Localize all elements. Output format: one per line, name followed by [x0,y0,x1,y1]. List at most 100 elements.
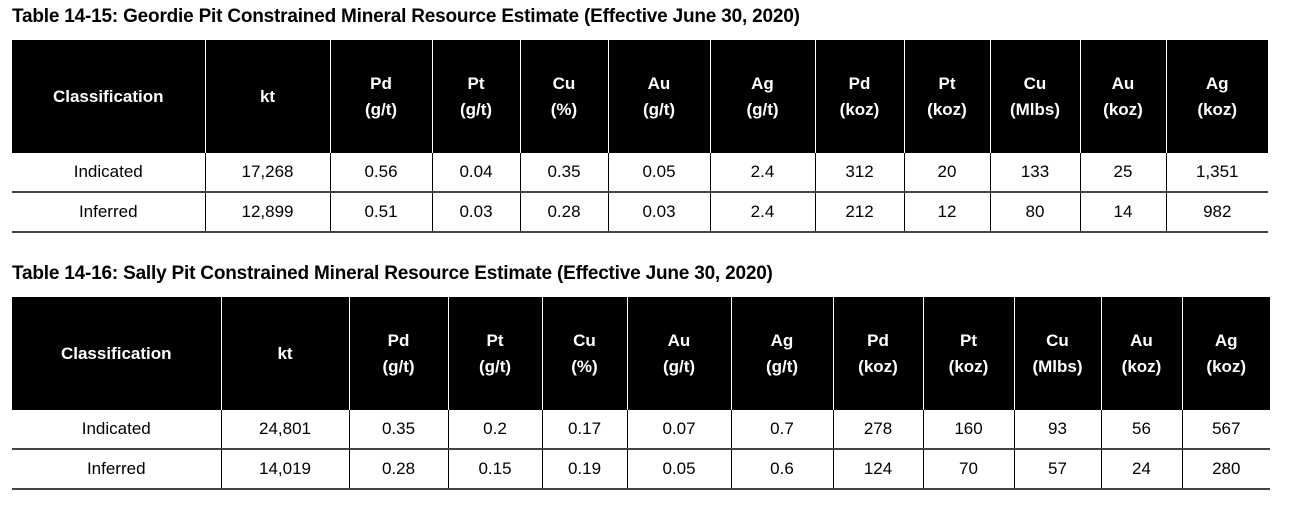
header-row: Classification kt Pd (g/t) Pt (g/t) Cu (%) Au (g/… [12,297,1270,410]
value-cell: 312 [814,153,904,193]
value-cell: 93 [1013,410,1101,450]
column-header-line: Au [1111,73,1135,93]
column-header: Au (koz) [1100,297,1182,410]
table-title-geordie: Table 14-15: Geordie Pit Constrained Min… [12,6,800,27]
column-header-line: (%) [571,356,598,376]
value-cell: 56 [1100,410,1182,450]
value-cell: 0.51 [329,192,432,233]
column-header-line: Cu [1046,330,1069,350]
column-header-line: (Mlbs) [1009,99,1061,119]
column-header-line: Au [667,330,691,350]
column-header-line: (g/t) [478,356,512,376]
value-cell: 1,351 [1165,153,1268,193]
column-header: Au (koz) [1079,40,1166,153]
column-header-line: (koz) [948,356,989,376]
column-header-line: Pd [867,330,889,350]
table-row: Indicated 17,268 0.56 0.04 0.35 0.05 2.4 312 20 1… [12,153,1268,193]
value-cell: 12,899 [204,192,330,233]
column-header-line: Pt [467,73,485,93]
column-header: Pd (g/t) [348,297,448,410]
value-cell: 14,019 [220,449,349,490]
value-cell: 0.03 [607,192,710,233]
column-header: Pt (g/t) [447,297,542,410]
column-header-line: Ag [770,330,794,350]
column-header: Ag (g/t) [709,40,815,153]
column-header-line: Ag [751,73,774,93]
value-cell: 0.6 [730,449,833,490]
value-cell: 133 [989,153,1080,193]
value-cell: 25 [1079,153,1166,193]
column-header-line: Pd [387,330,410,350]
column-header: Ag (koz) [1181,297,1270,410]
column-header: kt [204,40,330,153]
column-header-line: Ag [1214,330,1238,350]
table-title-sally: Table 14-16: Sally Pit Constrained Miner… [12,263,773,284]
value-cell: 0.04 [431,153,520,193]
value-cell: 0.56 [329,153,432,193]
column-header-line: (g/t) [382,356,415,376]
column-header-line: Pt [938,73,956,93]
value-cell: 0.03 [431,192,520,233]
value-cell: 2.4 [709,192,815,233]
value-cell: 0.35 [519,153,608,193]
column-header-line: Au [647,73,671,93]
value-cell: 124 [832,449,923,490]
column-header-line: Pd [848,73,871,93]
value-cell: 280 [1181,449,1270,490]
column-header-line: (g/t) [765,356,799,376]
column-header: Cu (Mlbs) [989,40,1080,153]
column-header-line: (g/t) [662,356,696,376]
column-header: Pd (g/t) [329,40,432,153]
column-header-line: Cu [1023,73,1047,93]
value-cell: 0.28 [348,449,448,490]
classification-cell: Inferred [12,449,221,490]
column-header: Ag (koz) [1165,40,1268,153]
column-header: Ag (g/t) [730,297,833,410]
value-cell: 160 [922,410,1014,450]
classification-cell: Indicated [12,153,205,193]
column-header-line: (Mlbs) [1032,356,1083,376]
column-header: Cu (%) [541,297,627,410]
column-header: Pt (koz) [922,297,1014,410]
column-header-line: Classification [52,86,164,106]
column-header-line: Pt [960,330,977,350]
value-cell: 0.7 [730,410,833,450]
column-header: Classification [12,297,221,410]
sally-resource-table: Classification kt Pd (g/t) Pt (g/t) Cu (%) Au (g/… [12,297,1270,490]
value-cell: 20 [903,153,990,193]
value-cell: 24 [1100,449,1182,490]
column-header-line: (koz) [1121,356,1162,376]
column-header-line: (koz) [1197,99,1238,119]
column-header-line: Au [1130,330,1153,350]
value-cell: 70 [922,449,1014,490]
column-header: Au (g/t) [607,40,710,153]
value-cell: 80 [989,192,1080,233]
column-header: Pt (g/t) [431,40,520,153]
value-cell: 0.2 [447,410,542,450]
column-header: Au (g/t) [626,297,731,410]
value-cell: 0.07 [626,410,731,450]
column-header: Cu (Mlbs) [1013,297,1101,410]
geordie-resource-table: Classification kt Pd (g/t) Pt (g/t) Cu (%) Au (g/… [12,40,1268,233]
header-row: Classification kt Pd (g/t) Pt (g/t) Cu (%) Au (g/… [12,40,1268,153]
column-header-line: (koz) [1103,99,1143,119]
column-header-line: (%) [550,99,578,119]
column-header-line: kt [259,86,276,106]
value-cell: 982 [1165,192,1268,233]
column-header: Classification [12,40,205,153]
column-header-line: (g/t) [746,99,779,119]
column-header: kt [220,297,349,410]
column-header-line: (koz) [927,99,967,119]
column-header-line: Cu [552,73,576,93]
table-row: Indicated 24,801 0.35 0.2 0.17 0.07 0.7 278 160 9… [12,410,1270,450]
column-header: Pd (koz) [814,40,904,153]
column-header-line: Cu [573,330,596,350]
column-header-line: (g/t) [459,99,493,119]
value-cell: 0.05 [607,153,710,193]
column-header-line: (koz) [839,99,880,119]
value-cell: 2.4 [709,153,815,193]
value-cell: 0.28 [519,192,608,233]
table-row: Inferred 12,899 0.51 0.03 0.28 0.03 2.4 212 12 80… [12,192,1268,233]
column-header-line: Pt [486,330,504,350]
column-header-line: Pd [370,73,392,93]
